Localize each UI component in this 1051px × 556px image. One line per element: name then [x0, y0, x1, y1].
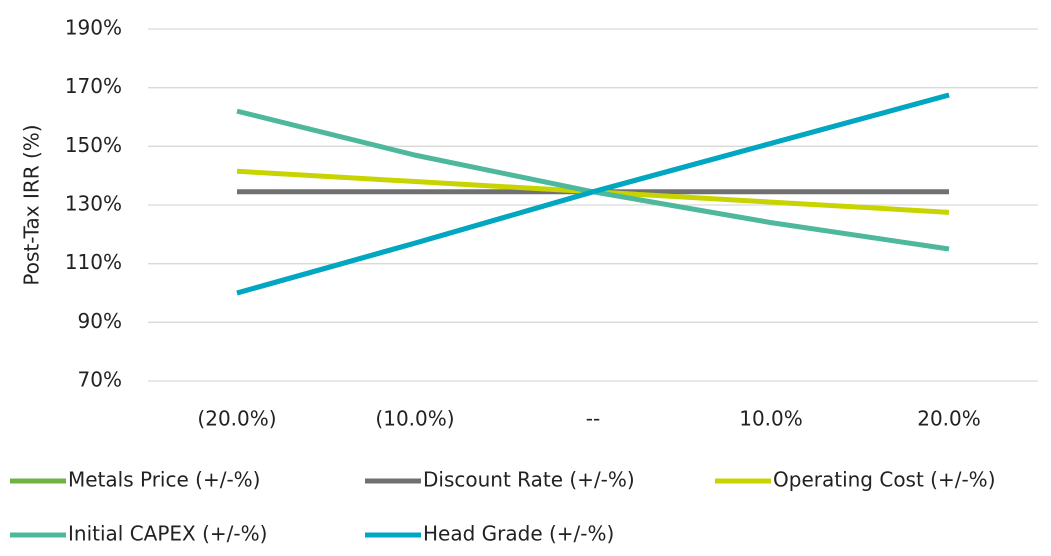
x-tick-label: 20.0% — [917, 407, 981, 431]
x-tick-label: 10.0% — [739, 407, 803, 431]
legend-label: Operating Cost (+/-%) — [773, 468, 996, 492]
y-tick-label: 190% — [65, 16, 122, 40]
y-tick-label: 150% — [65, 133, 122, 157]
legend-label: Head Grade (+/-%) — [423, 522, 614, 546]
x-tick-label: (10.0%) — [375, 407, 454, 431]
y-tick-label: 170% — [65, 74, 122, 98]
x-tick-label: -- — [586, 407, 600, 431]
y-tick-label: 90% — [78, 309, 122, 333]
legend-label: Discount Rate (+/-%) — [423, 468, 635, 492]
legend-label: Metals Price (+/-%) — [68, 468, 260, 492]
legend-label: Initial CAPEX (+/-%) — [68, 522, 267, 546]
x-tick-label: (20.0%) — [197, 407, 276, 431]
y-tick-label: 70% — [78, 368, 122, 392]
y-tick-label: 130% — [65, 192, 122, 216]
y-axis-title: Post-Tax IRR (%) — [20, 124, 44, 285]
series-line — [236, 92, 950, 296]
y-tick-label: 110% — [65, 250, 122, 274]
series-line — [236, 108, 950, 252]
